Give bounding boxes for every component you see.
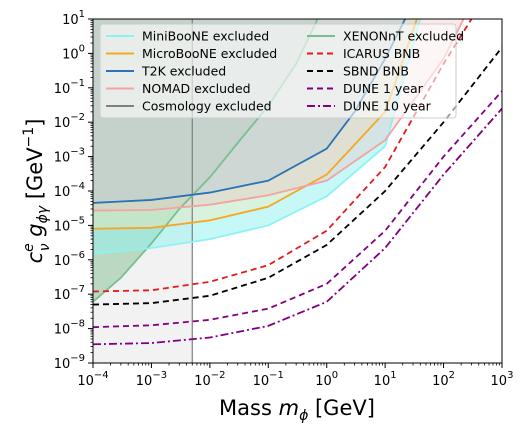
svg-text:ceν gϕγ [GeV−1]: ceν gϕγ [GeV−1] (21, 119, 53, 264)
x-tick-label: 103 (491, 370, 514, 389)
legend-box (99, 23, 457, 119)
x-axis-title: Mass mϕ [GeV] (219, 396, 375, 424)
legend-label-dune-1-year: DUNE 1 year (343, 81, 424, 96)
legend-label-t2k-excluded: T2K excluded (141, 64, 226, 79)
x-tick-label: 10−3 (136, 370, 167, 389)
miniboone-boundary-line (93, 19, 422, 255)
y-tick-label: 10−1 (54, 78, 85, 97)
y-tick-label: 100 (62, 43, 85, 62)
y-axis-title: ceν gϕγ [GeV−1] (21, 119, 53, 264)
x-tick-label: 10−2 (194, 370, 225, 389)
x-tick-label: 102 (432, 370, 455, 389)
y-tick-label: 10−7 (54, 284, 85, 303)
y-tick-label: 10−2 (54, 112, 85, 131)
legend-label-icarus-bnb: ICARUS BNB (343, 46, 420, 61)
legend-label-nomad-excluded: NOMAD excluded (142, 81, 251, 96)
y-tick-label: 10−6 (54, 250, 85, 269)
y-tick-label: 10−9 (54, 353, 85, 372)
legend-label-sbnd-bnb: SBND BNB (343, 64, 409, 79)
y-tick-label: 10−3 (54, 147, 85, 166)
x-tick-label: 10−1 (253, 370, 284, 389)
legend-label-xenonnt-excluded: XENONnT excluded (343, 29, 464, 44)
x-tick-label: 101 (374, 370, 397, 389)
legend-label-dune-10-year: DUNE 10 year (343, 99, 432, 114)
y-tick-label: 10−5 (54, 215, 85, 234)
y-tick-label: 101 (62, 9, 85, 28)
legend-label-miniboone-excluded: MiniBooNE excluded (142, 29, 269, 44)
sbnd-bnb-line (93, 46, 502, 306)
x-tick-label: 10−4 (77, 370, 108, 389)
legend-label-cosmology-excluded: Cosmology excluded (142, 99, 272, 114)
legend-label-microboone-excluded: MicroBooNE excluded (142, 46, 277, 61)
x-tick-label: 100 (315, 370, 338, 389)
y-tick-label: 10−8 (54, 319, 85, 338)
dune-10-year-line (93, 107, 502, 346)
y-tick-label: 10−4 (54, 181, 85, 200)
